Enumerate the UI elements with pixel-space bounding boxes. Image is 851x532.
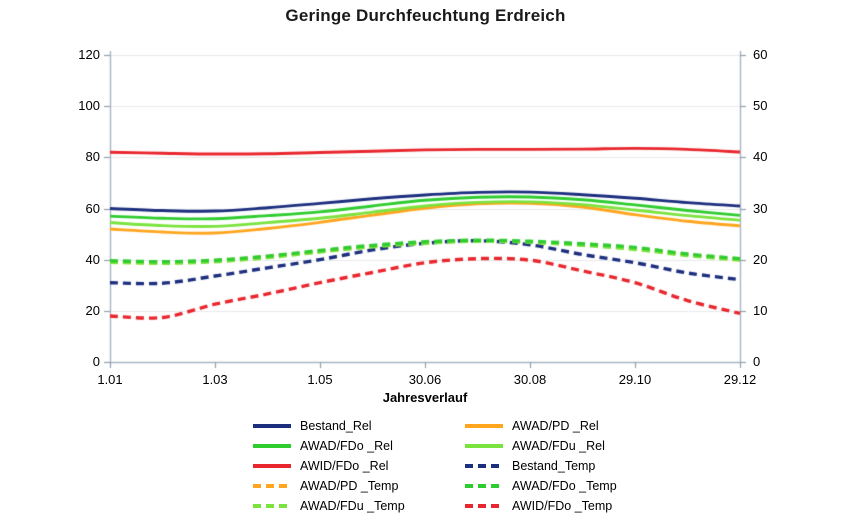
- x-axis-tick-label: 1.03: [202, 372, 228, 387]
- legend-item: AWAD/FDo _Rel: [253, 436, 465, 456]
- x-axis-tick-label: 1.05: [307, 372, 333, 387]
- y-axis-right-tick-label: 0: [753, 354, 761, 369]
- legend-label: AWAD/FDo _Rel: [300, 439, 393, 453]
- legend-swatch-dashed: [465, 464, 503, 468]
- y-axis-left-tick-label: 100: [78, 98, 100, 114]
- legend-swatch-solid: [253, 424, 291, 428]
- y-axis-right-tick-label: 10: [753, 302, 768, 318]
- legend-item: AWAD/FDo _Temp: [465, 476, 677, 496]
- y-axis-right-tick-label: 30: [753, 200, 768, 216]
- legend-swatch-solid: [253, 464, 291, 468]
- legend-swatch-dashed: [465, 484, 503, 488]
- legend-label: AWAD/FDu _Temp: [300, 499, 405, 513]
- legend-label: AWAD/PD _Temp: [300, 479, 399, 493]
- legend-swatch-solid: [465, 444, 503, 448]
- x-axis-tick-label: 29.10: [618, 372, 652, 387]
- legend-swatch-dashed: [465, 504, 503, 508]
- legend-swatch-solid: [465, 424, 503, 428]
- legend-swatch-dashed: [253, 504, 291, 508]
- y-axis-right-tick-label: 60: [753, 47, 768, 62]
- legend-swatch-dashed: [253, 484, 291, 488]
- y-axis-left-tick-label: 120: [78, 47, 100, 62]
- y-axis-left-tick-label: 80: [85, 149, 100, 165]
- legend-label: AWAD/PD _Rel: [512, 419, 599, 433]
- legend-item: AWAD/PD _Rel: [465, 416, 677, 436]
- legend-item: AWID/FDo _Rel: [253, 456, 465, 476]
- x-axis-tick-label: 29.12: [723, 372, 757, 387]
- legend-label: AWAD/FDo _Temp: [512, 479, 617, 493]
- x-axis-tick-label: 1.01: [97, 372, 123, 387]
- legend-item: AWAD/FDu _Temp: [253, 496, 465, 516]
- y-axis-right-tick-label: 50: [753, 98, 768, 114]
- y-axis-left-tick-label: 0: [92, 354, 100, 369]
- y-axis-left-tick-label: 20: [85, 302, 100, 318]
- y-axis-left-tick-label: 60: [85, 200, 100, 216]
- legend-label: AWID/FDo _Temp: [512, 499, 613, 513]
- legend-swatch-solid: [253, 444, 291, 448]
- x-axis-tick-label: 30.06: [408, 372, 442, 387]
- x-axis-title: Jahresverlauf: [382, 390, 468, 405]
- chart-legend: Bestand_Rel AWAD/PD _Rel AWAD/FDo _Rel AWAD…: [253, 416, 677, 516]
- y-axis-right-tick-label: 20: [753, 251, 768, 267]
- legend-item: AWAD/FDu _Rel: [465, 436, 677, 456]
- legend-item: Bestand_Temp: [465, 456, 677, 476]
- legend-label: Bestand_Temp: [512, 459, 596, 473]
- legend-item: AWAD/PD _Temp: [253, 476, 465, 496]
- x-axis-tick-label: 30.08: [513, 372, 547, 387]
- legend-label: AWAD/FDu _Rel: [512, 439, 605, 453]
- legend-item: AWID/FDo _Temp: [465, 496, 677, 516]
- y-axis-left-tick-label: 40: [85, 251, 100, 267]
- legend-item: Bestand_Rel: [253, 416, 465, 436]
- y-axis-right-tick-label: 40: [753, 149, 768, 165]
- legend-label: AWID/FDo _Rel: [300, 459, 389, 473]
- legend-label: Bestand_Rel: [300, 419, 372, 433]
